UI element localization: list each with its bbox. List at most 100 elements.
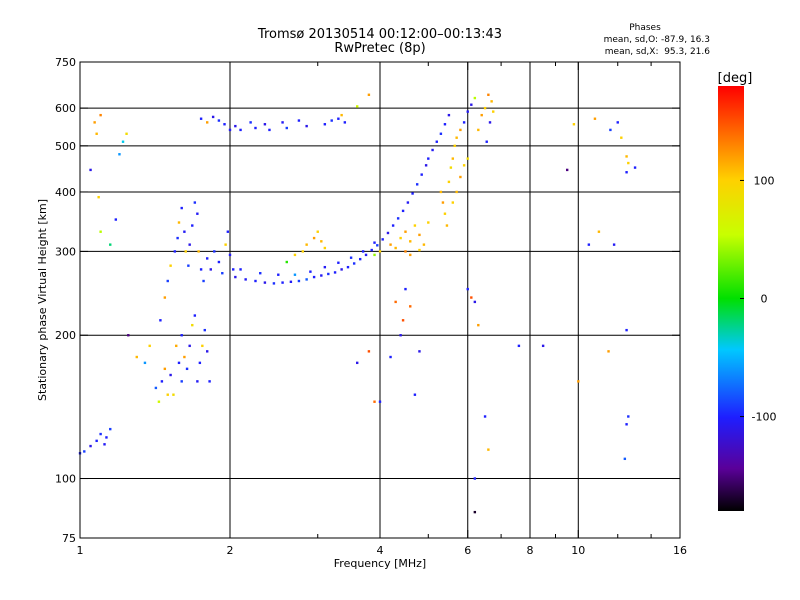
data-point: [487, 448, 490, 451]
x-axis-label: Frequency [MHz]: [334, 557, 426, 570]
data-point: [625, 328, 628, 332]
data-point: [361, 250, 365, 253]
data-point: [473, 96, 477, 100]
data-point: [607, 350, 610, 353]
data-point: [367, 350, 371, 353]
data-point: [633, 166, 637, 169]
data-point: [330, 119, 333, 122]
data-point: [577, 380, 580, 383]
data-point: [625, 155, 628, 158]
data-point: [427, 221, 430, 224]
data-point: [609, 128, 612, 132]
data-point: [99, 432, 102, 436]
data-point: [259, 272, 262, 275]
data-point: [477, 323, 480, 327]
phase-legend: Phases mean, sd,O: -87.9, 16.3 mean, sd,…: [604, 23, 711, 57]
data-point: [435, 140, 438, 143]
axes: 1 2 4 6 8 10 16 75 100 200 300 400 500 600 750: [55, 56, 687, 557]
data-point: [401, 209, 405, 213]
data-point: [349, 256, 353, 259]
data-point: [447, 180, 451, 184]
data-point: [309, 270, 312, 273]
data-point: [355, 105, 359, 108]
x-tick-label: 6: [464, 544, 471, 557]
data-point: [239, 128, 242, 132]
data-point: [473, 477, 477, 480]
data-point: [459, 175, 462, 179]
data-point: [587, 243, 591, 246]
data-point: [305, 124, 308, 128]
data-point: [221, 272, 224, 275]
data-point: [163, 296, 167, 299]
data-point: [473, 300, 477, 304]
data-point: [445, 224, 449, 227]
y-tick-label: 750: [55, 56, 76, 69]
x-tick-label: 4: [377, 544, 384, 557]
data-point: [239, 268, 242, 271]
y-tick-label: 300: [55, 245, 76, 258]
data-point: [470, 103, 473, 106]
y-tick-label: 500: [55, 140, 76, 153]
data-point: [125, 132, 128, 135]
data-point: [490, 100, 493, 103]
data-point: [625, 423, 628, 426]
legend-heading: Phases: [629, 23, 661, 33]
data-point: [254, 279, 257, 283]
data-point: [620, 136, 623, 139]
data-point: [114, 218, 118, 221]
data-point: [163, 367, 167, 371]
y-axis-label: Stationary phase Virtual Height [km]: [36, 199, 49, 401]
data-point: [208, 380, 211, 383]
data-point: [180, 380, 183, 383]
data-point: [323, 246, 327, 250]
colorbar-gradient: [718, 86, 744, 511]
data-point: [199, 117, 203, 120]
y-tick-label: 200: [55, 329, 76, 342]
data-point: [473, 510, 477, 514]
data-point: [193, 314, 197, 317]
data-point: [466, 287, 469, 291]
data-point: [320, 274, 323, 277]
colorbar-label: [deg]: [718, 71, 753, 86]
data-point: [352, 262, 356, 265]
x-tick-label: 16: [673, 544, 687, 557]
data-point: [422, 243, 426, 246]
data-point: [391, 224, 395, 227]
data-point: [399, 334, 402, 337]
data-point: [263, 123, 267, 126]
data-point: [263, 281, 267, 284]
data-point: [180, 334, 183, 337]
data-point: [316, 230, 319, 233]
data-point: [185, 367, 189, 371]
data-point: [340, 268, 343, 271]
data-point: [488, 121, 492, 124]
data-point: [612, 243, 616, 246]
data-point: [184, 250, 187, 253]
data-point: [404, 287, 407, 291]
data-point: [301, 250, 305, 253]
data-point: [477, 128, 480, 132]
data-point: [627, 161, 630, 165]
data-point: [480, 113, 483, 117]
data-point: [441, 201, 445, 204]
data-point: [340, 113, 343, 117]
data-point: [483, 415, 487, 418]
data-point: [89, 444, 92, 448]
data-point: [281, 281, 284, 284]
data-point: [439, 132, 443, 135]
data-point: [462, 121, 466, 124]
data-point: [188, 243, 191, 246]
data-point: [367, 93, 371, 96]
data-point: [203, 328, 206, 332]
data-point: [202, 279, 205, 283]
data-point: [483, 106, 487, 110]
data-point: [191, 323, 194, 327]
data-point: [148, 344, 151, 348]
data-point: [285, 260, 288, 264]
data-point: [232, 268, 235, 271]
data-point: [160, 380, 164, 383]
data-point: [373, 241, 376, 244]
colorbar-tick-label: 0: [761, 293, 768, 306]
data-point: [281, 121, 284, 124]
data-point: [346, 265, 350, 269]
